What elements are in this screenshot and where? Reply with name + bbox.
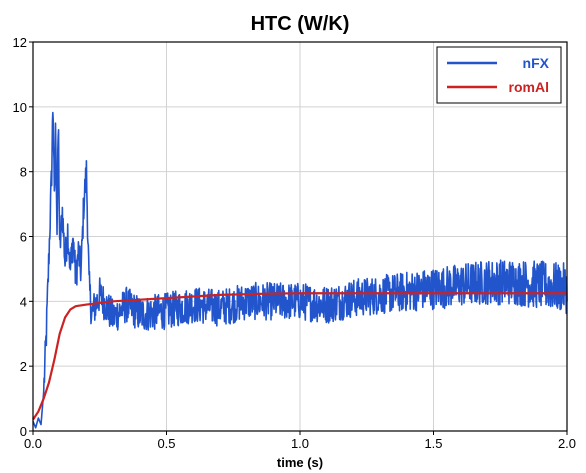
y-tick-label: 10 — [13, 100, 27, 115]
x-tick-label: 0.0 — [24, 436, 42, 451]
series-line-romal — [32, 292, 567, 421]
y-tick-label: 12 — [13, 35, 27, 50]
y-tick-label: 0 — [20, 424, 27, 439]
y-tick-label: 4 — [20, 294, 27, 309]
series-line-nfx — [32, 111, 568, 429]
legend-box — [436, 46, 562, 104]
y-tick-label: 6 — [20, 230, 27, 245]
chart-title: HTC (W/K) — [251, 13, 350, 35]
legend-label-nfx: nFX — [523, 55, 550, 71]
x-tick-label: 0.5 — [157, 436, 175, 451]
series-layer — [32, 111, 568, 429]
x-axis-label: time (s) — [277, 455, 323, 470]
legend: nFX romAl — [436, 46, 562, 104]
y-tick-label: 8 — [20, 165, 27, 180]
legend-label-romal: romAl — [509, 79, 549, 95]
ticks: 0.0 0.5 1.0 1.5 2.0 0 2 4 6 8 10 12 — [13, 35, 577, 451]
y-tick-label: 2 — [20, 359, 27, 374]
x-tick-label: 2.0 — [558, 436, 576, 451]
x-tick-label: 1.5 — [424, 436, 442, 451]
x-tick-label: 1.0 — [291, 436, 309, 451]
